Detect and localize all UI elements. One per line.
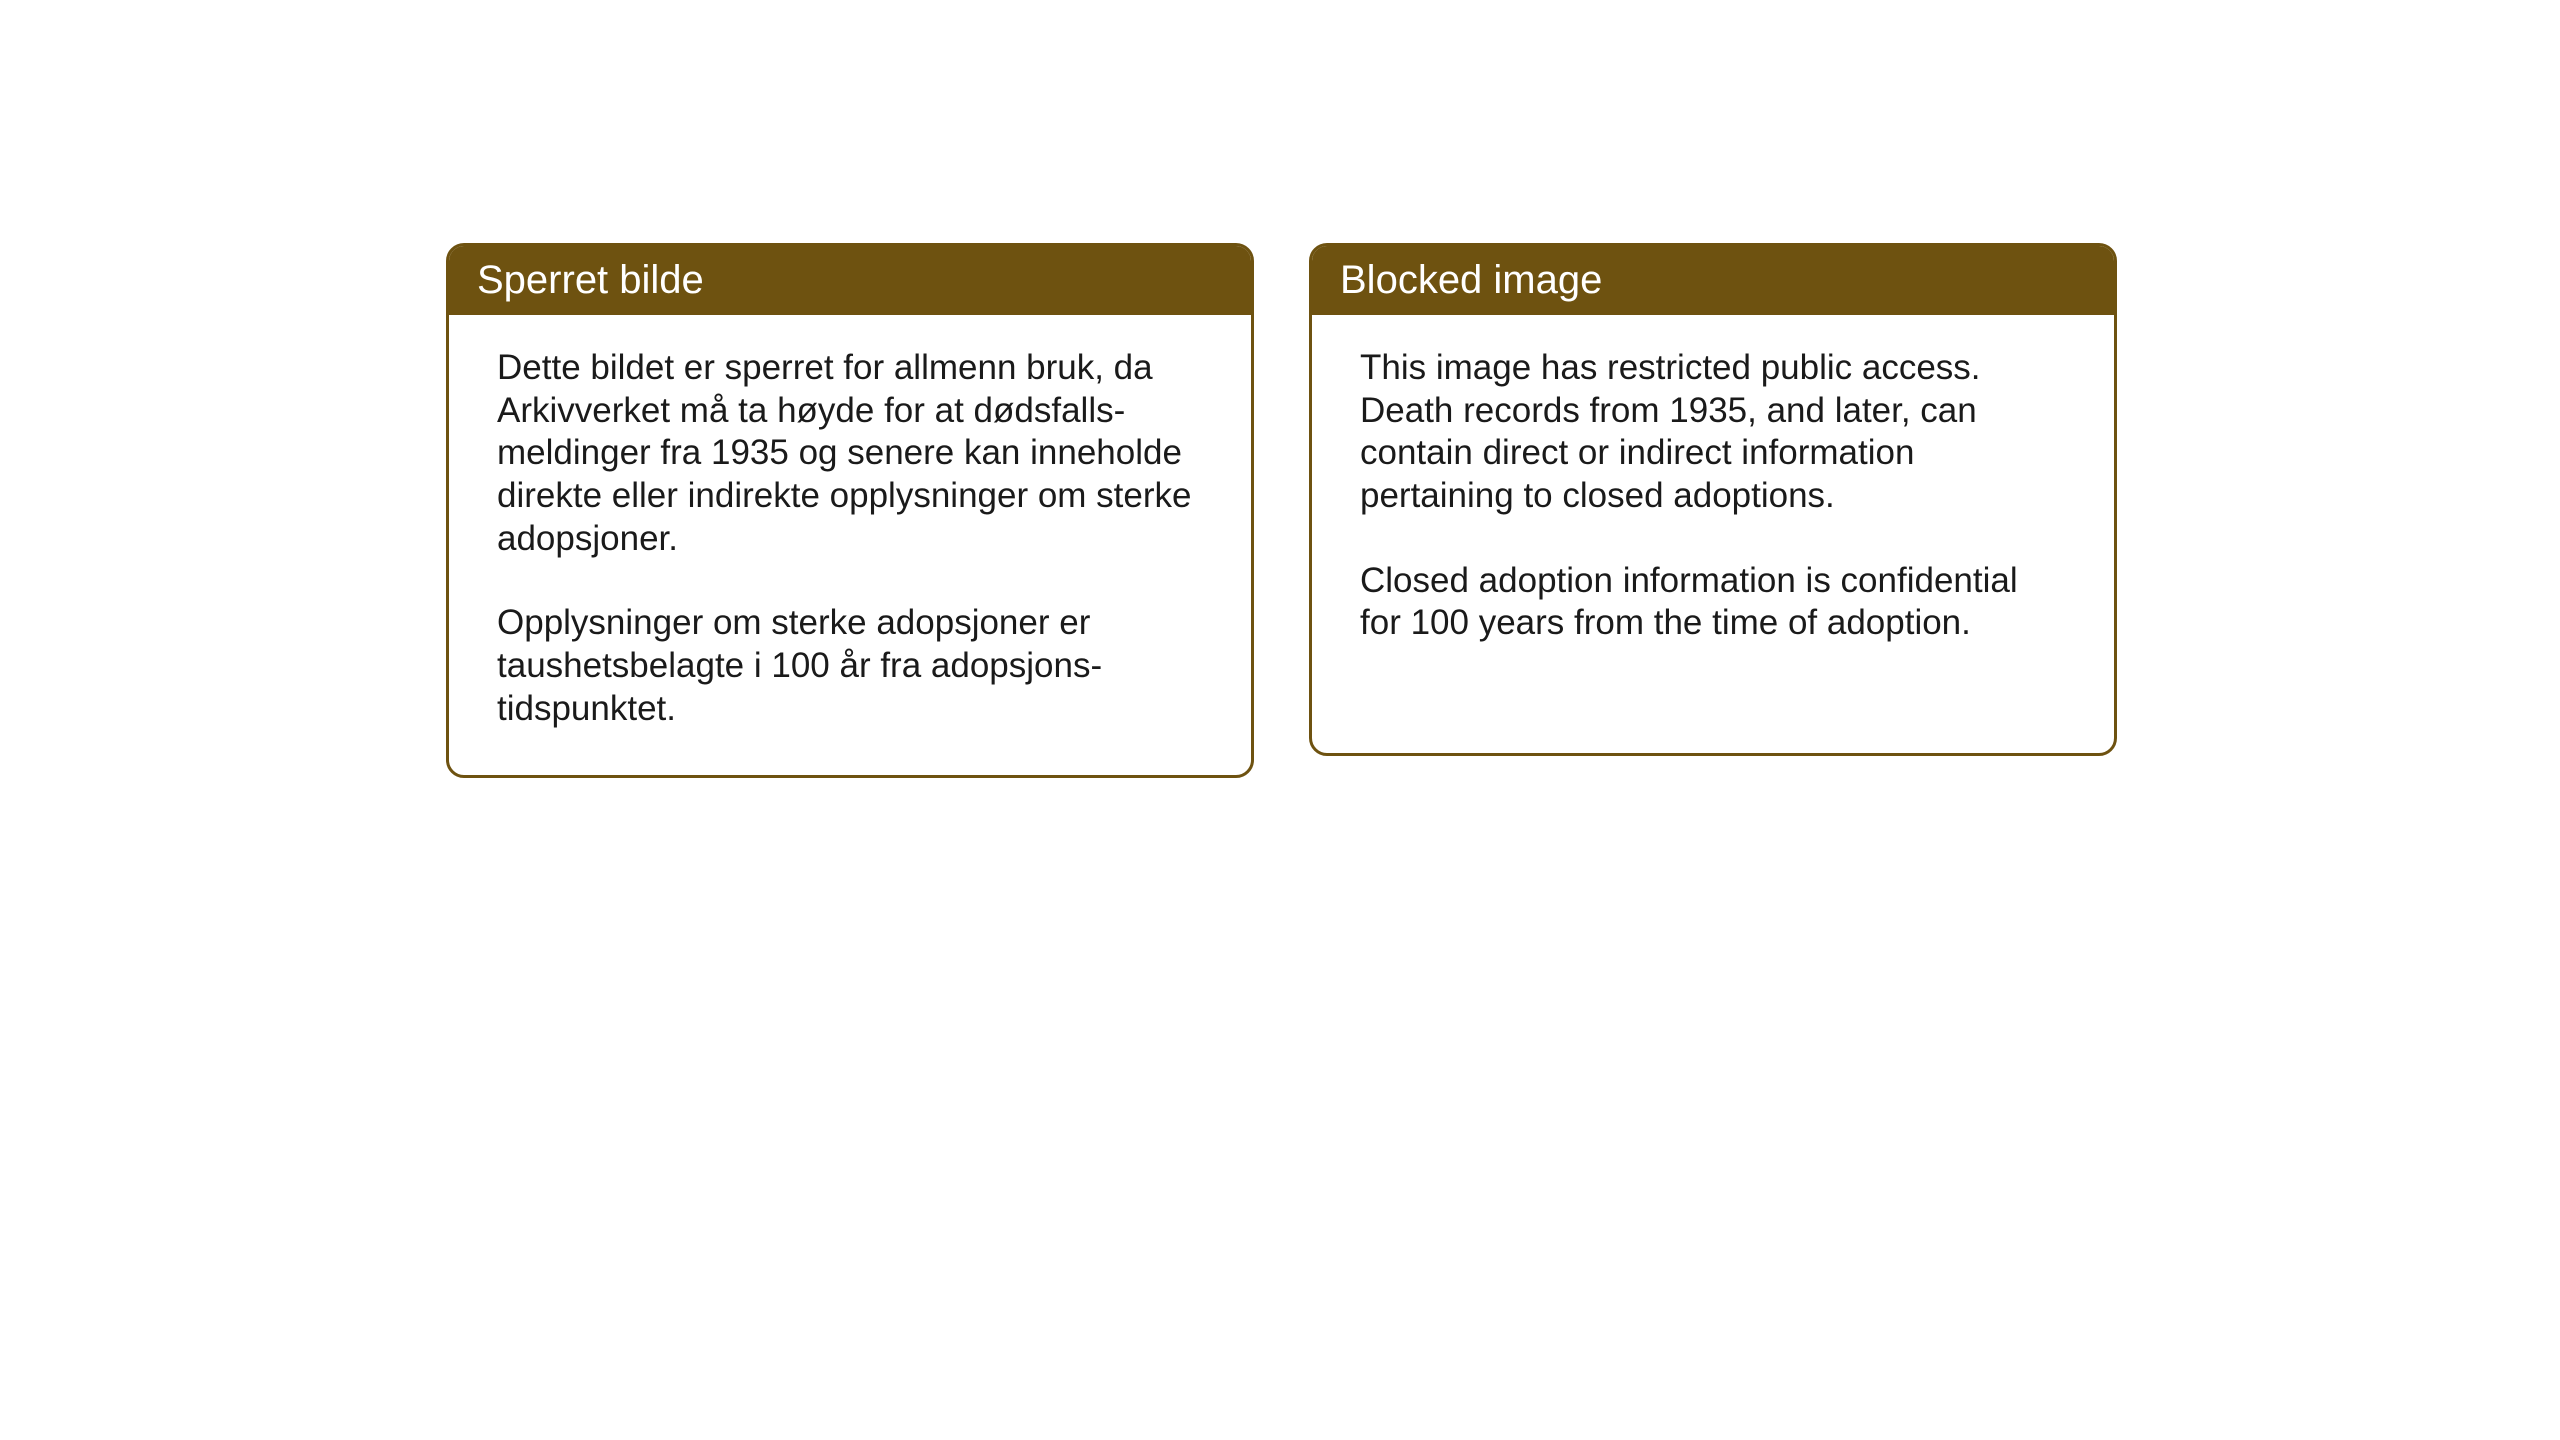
notice-paragraph-1-norwegian: Dette bildet er sperret for allmenn bruk…	[497, 347, 1203, 560]
notice-header-english: Blocked image	[1312, 246, 2114, 315]
notice-title-english: Blocked image	[1340, 258, 1602, 302]
notice-paragraph-1-english: This image has restricted public access.…	[1360, 347, 2066, 518]
notice-paragraph-2-english: Closed adoption information is confident…	[1360, 560, 2066, 645]
notice-body-norwegian: Dette bildet er sperret for allmenn bruk…	[449, 315, 1251, 775]
notice-body-english: This image has restricted public access.…	[1312, 315, 2114, 689]
notice-card-norwegian: Sperret bilde Dette bildet er sperret fo…	[446, 243, 1254, 778]
notice-title-norwegian: Sperret bilde	[477, 258, 704, 302]
notice-header-norwegian: Sperret bilde	[449, 246, 1251, 315]
notice-paragraph-2-norwegian: Opplysninger om sterke adopsjoner er tau…	[497, 602, 1203, 730]
notice-container: Sperret bilde Dette bildet er sperret fo…	[446, 243, 2117, 778]
notice-card-english: Blocked image This image has restricted …	[1309, 243, 2117, 756]
